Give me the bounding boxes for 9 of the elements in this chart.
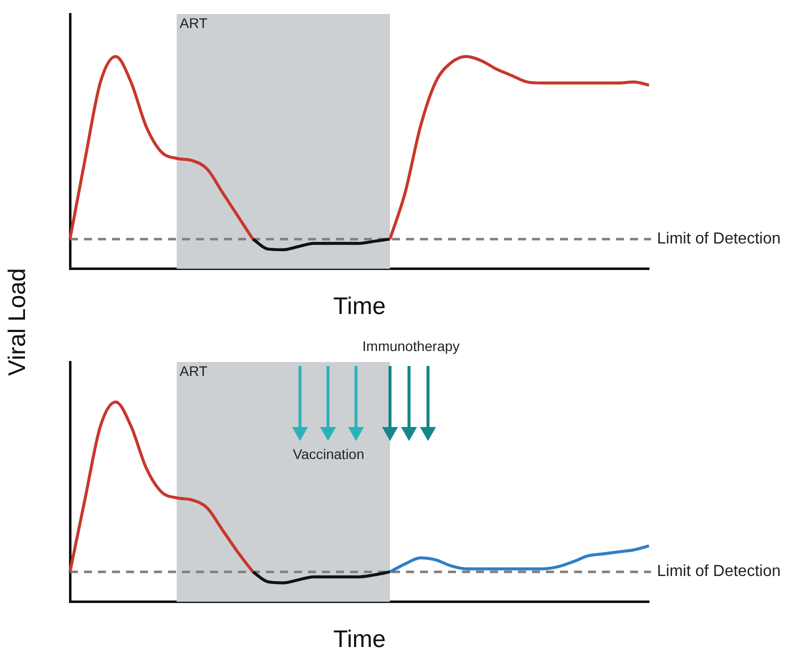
ref-line-label: Limit of Detection [657,563,781,580]
ref-line-label: Limit of Detection [657,230,781,248]
y-axis-title: Viral Load [4,267,32,378]
x-axis-title: Time [333,626,386,654]
x-axis-title: Time [333,293,386,320]
annotation: Vaccination [292,446,364,462]
text: ART [180,362,208,379]
text: Immunotherapy [362,338,460,354]
text: ART [180,14,208,31]
